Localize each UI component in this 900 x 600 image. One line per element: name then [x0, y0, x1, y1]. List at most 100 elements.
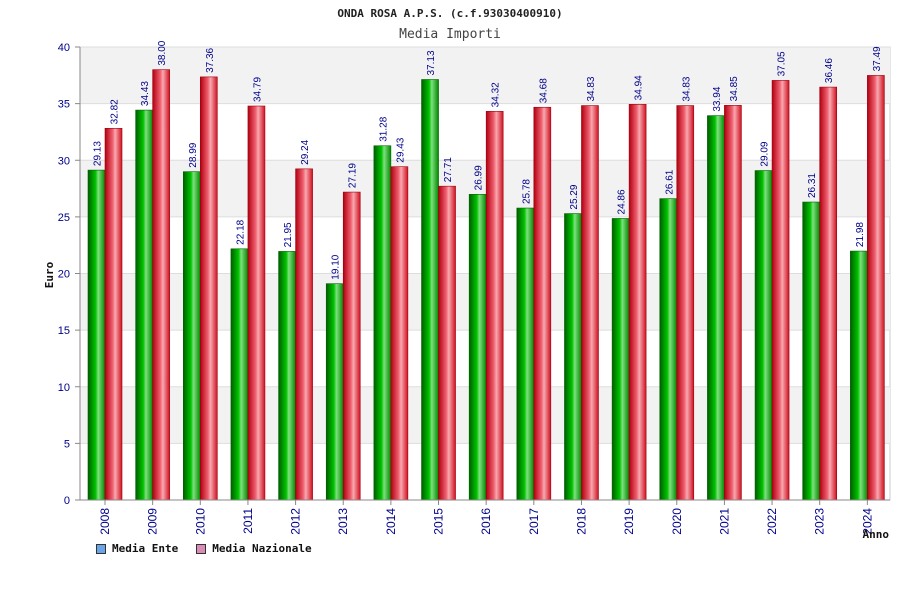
bar-media-ente-2024 [850, 250, 868, 501]
value-label: 34.83 [681, 76, 692, 101]
value-label: 25.78 [521, 179, 532, 204]
legend-swatch-media-nazionale [196, 543, 207, 554]
value-label: 34.43 [140, 81, 151, 106]
bar-media-ente-2016 [468, 194, 487, 501]
bar-media-ente-2013 [325, 283, 344, 501]
bar-media-ente-2020 [659, 198, 678, 501]
bars-group [87, 69, 885, 501]
bar-media-ente-2022 [754, 170, 773, 501]
x-tick-label: 2008 [98, 508, 112, 535]
bar-media-nazionale-2011 [247, 105, 266, 501]
value-labels-group: 29.13 32.82 34.43 38.00 28.99 37.36 22.18 34.79… [93, 40, 883, 280]
value-label: 37.36 [205, 47, 216, 72]
value-label: 29.09 [760, 141, 771, 166]
bar-media-ente-2010 [182, 171, 201, 501]
x-tick-label: 2018 [574, 508, 588, 535]
x-tick-label: 2017 [527, 508, 541, 535]
value-label: 37.05 [777, 51, 788, 76]
bar-media-ente-2015 [421, 79, 439, 501]
x-tick-label: 2023 [813, 508, 827, 535]
bar-media-ente-2021 [707, 115, 725, 501]
value-label: 32.82 [110, 99, 121, 124]
x-tick-label: 2021 [717, 508, 731, 535]
y-axis-label: Euro [43, 261, 56, 288]
value-label: 37.49 [872, 46, 883, 71]
value-label: 27.19 [348, 163, 359, 188]
y-tick-label: 0 [64, 495, 70, 507]
value-label: 27.71 [443, 157, 454, 182]
x-tick-label: 2016 [479, 508, 493, 535]
bar-media-nazionale-2017 [533, 106, 552, 501]
chart-title: ONDA ROSA A.P.S. (c.f.93030400910) [337, 7, 562, 20]
x-tick-label: 2012 [289, 508, 303, 535]
value-label: 33.94 [712, 86, 723, 111]
x-tick-label: 2013 [336, 508, 350, 535]
legend-label-media-nazionale: Media Nazionale [212, 542, 312, 555]
value-label: 37.13 [426, 50, 437, 75]
y-tick-label: 25 [58, 212, 70, 224]
y-tick-label: 15 [58, 325, 70, 337]
value-label: 34.85 [729, 76, 740, 101]
legend: Media Ente Media Nazionale [96, 542, 312, 555]
bar-media-nazionale-2010 [199, 76, 218, 501]
value-label: 29.24 [300, 139, 311, 164]
x-tick-label: 2024 [860, 508, 874, 535]
x-tick-label: 2014 [384, 508, 398, 535]
bar-media-nazionale-2012 [295, 168, 313, 501]
bar-media-nazionale-2018 [581, 105, 599, 501]
x-tick-label: 2019 [622, 508, 636, 535]
y-tick-label: 35 [58, 99, 70, 111]
legend-label-media-ente: Media Ente [112, 542, 179, 555]
bar-media-nazionale-2021 [724, 105, 742, 501]
value-label: 34.32 [491, 82, 502, 107]
bar-media-nazionale-2013 [342, 191, 361, 501]
value-label: 28.99 [188, 142, 199, 167]
y-tick-label: 40 [58, 42, 70, 54]
value-label: 34.79 [252, 77, 263, 102]
bar-media-ente-2009 [135, 109, 153, 501]
value-label: 36.46 [824, 58, 835, 83]
bar-media-ente-2023 [802, 201, 821, 501]
value-label: 38.00 [157, 40, 168, 65]
bar-media-ente-2014 [373, 145, 392, 501]
value-label: 19.10 [331, 254, 342, 279]
bar-media-nazionale-2008 [104, 128, 123, 501]
value-label: 26.61 [664, 169, 675, 194]
bar-media-nazionale-2023 [819, 86, 838, 501]
y-axis-ticks: 0 5 10 15 20 25 30 35 40 [58, 42, 890, 507]
value-label: 21.98 [855, 222, 866, 247]
value-label: 31.28 [378, 116, 389, 141]
x-tick-label: 2010 [193, 508, 207, 535]
bar-media-nazionale-2014 [390, 166, 409, 501]
bar-media-ente-2012 [278, 251, 296, 501]
value-label: 24.86 [617, 189, 628, 214]
bar-media-nazionale-2016 [485, 111, 504, 501]
y-tick-label: 30 [58, 155, 70, 167]
x-tick-label: 2009 [146, 508, 160, 535]
value-label: 29.43 [395, 137, 406, 162]
value-label: 26.99 [474, 165, 485, 190]
bar-media-nazionale-2020 [676, 105, 695, 501]
bar-media-nazionale-2019 [628, 104, 647, 501]
value-label: 26.31 [807, 173, 818, 198]
y-tick-label: 5 [64, 438, 70, 450]
x-tick-label: 2022 [765, 508, 779, 535]
value-label: 34.68 [538, 78, 549, 103]
x-tick-label: 2020 [670, 508, 684, 535]
value-label: 25.29 [569, 184, 580, 209]
x-axis-ticks: 2008 2009 2010 2011 2012 2013 2014 2015 2016 2017… [98, 500, 874, 535]
value-label: 29.13 [93, 141, 104, 166]
value-label: 22.18 [235, 219, 246, 244]
bar-media-ente-2019 [611, 218, 630, 501]
legend-item-media-nazionale: Media Nazionale [196, 542, 312, 555]
x-tick-label: 2011 [241, 508, 255, 534]
value-label: 34.94 [634, 75, 645, 100]
chart-subtitle: Media Importi [399, 27, 501, 42]
legend-swatch-media-ente [96, 543, 106, 554]
value-label: 34.83 [586, 76, 597, 101]
bar-media-ente-2008 [87, 169, 106, 501]
y-tick-label: 20 [58, 269, 70, 281]
bar-media-ente-2011 [230, 248, 249, 501]
x-tick-label: 2015 [432, 508, 446, 535]
